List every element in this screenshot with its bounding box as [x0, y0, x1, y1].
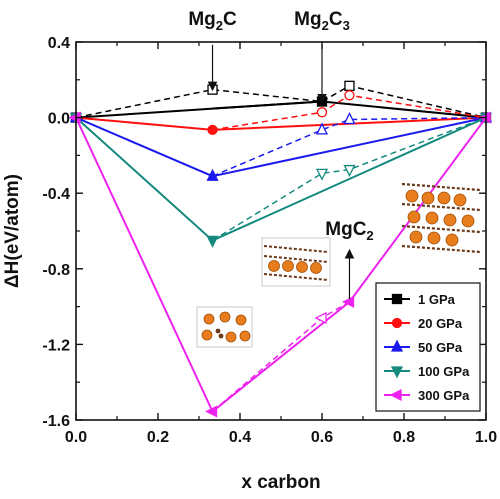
annotation-label-mg2c3: Mg2C3: [294, 9, 350, 33]
filled-marker: [205, 405, 218, 418]
y-axis-title: ΔH(eV/atom): [2, 174, 23, 288]
open-marker: [315, 122, 329, 135]
x-tick-label: 1.0: [475, 429, 497, 446]
metastable-line: [212, 116, 487, 177]
filled-marker: [206, 168, 219, 181]
filled-marker: [342, 295, 355, 308]
hull-line: [75, 116, 487, 131]
legend-entry: 50 GPa: [384, 339, 463, 355]
metastable-line: [212, 116, 487, 242]
series-100-gpa: [69, 112, 493, 248]
metastable-line: [212, 94, 487, 131]
filled-marker: [207, 124, 218, 136]
legend-marker: [390, 366, 404, 379]
open-marker: [315, 168, 329, 181]
legend-marker: [390, 339, 404, 352]
open-marker: [207, 84, 218, 95]
legend-entry: 100 GPa: [384, 364, 470, 379]
crystal-structure-mgc2-image: [261, 237, 331, 287]
legend-marker: [389, 388, 402, 402]
y-tick-label: -1.6: [42, 413, 70, 430]
open-marker: [343, 112, 356, 125]
legend-marker: [391, 293, 403, 305]
legend-entry: 1 GPa: [384, 292, 456, 307]
hull-tie-line: [212, 100, 323, 110]
open-marker: [344, 80, 355, 91]
x-tick-label: 0.4: [229, 429, 251, 446]
open-marker: [343, 164, 356, 178]
y-tick-label: 0.4: [48, 35, 70, 52]
y-tick-label: 0.0: [48, 111, 70, 128]
x-tick-label: 0.0: [65, 429, 87, 446]
hull-line: [75, 116, 487, 242]
metastable-line: [75, 85, 487, 119]
y-tick-label: -0.4: [42, 186, 70, 203]
open-marker: [344, 90, 355, 101]
annotation-label-mg2c: Mg2C: [188, 9, 237, 33]
legend-entry: 300 GPa: [384, 388, 470, 403]
x-tick-label: 0.2: [147, 429, 169, 446]
legend-label: 50 GPa: [418, 340, 463, 355]
legend: 1 GPa 20 GPa 50 GPa 100 GPa 300 GPa: [375, 282, 481, 412]
y-tick-label: -0.8: [42, 262, 70, 279]
legend-label: 100 GPa: [418, 364, 470, 379]
crystal-structure-mg2c-image: [196, 306, 253, 348]
series-1-gpa: [70, 80, 492, 123]
x-tick-label: 0.8: [393, 429, 415, 446]
annotation-layer: Mg2C Mg2C3 MgC2: [188, 9, 374, 300]
x-tick-label: 0.6: [311, 429, 333, 446]
annotation-label-mgc2: MgC2: [325, 219, 373, 243]
open-marker: [314, 311, 327, 324]
legend-label: 20 GPa: [418, 316, 463, 331]
crystal-structure-c-image: [401, 182, 481, 254]
legend-marker: [391, 317, 403, 329]
filled-marker: [206, 235, 219, 248]
y-tick-label: -1.2: [42, 337, 70, 354]
x-axis-title: x carbon: [241, 472, 320, 493]
open-marker: [316, 107, 328, 118]
legend-entry: 20 GPa: [384, 316, 463, 331]
legend-label: 1 GPa: [418, 292, 456, 307]
axis-layer: 0.0 0.2 0.4 0.6 0.8 1.0 -1.6 -1.2 -0.8 -0.4 0.0 0.4: [42, 35, 497, 446]
legend-label: 300 GPa: [418, 388, 470, 403]
hull-line: [75, 117, 487, 414]
